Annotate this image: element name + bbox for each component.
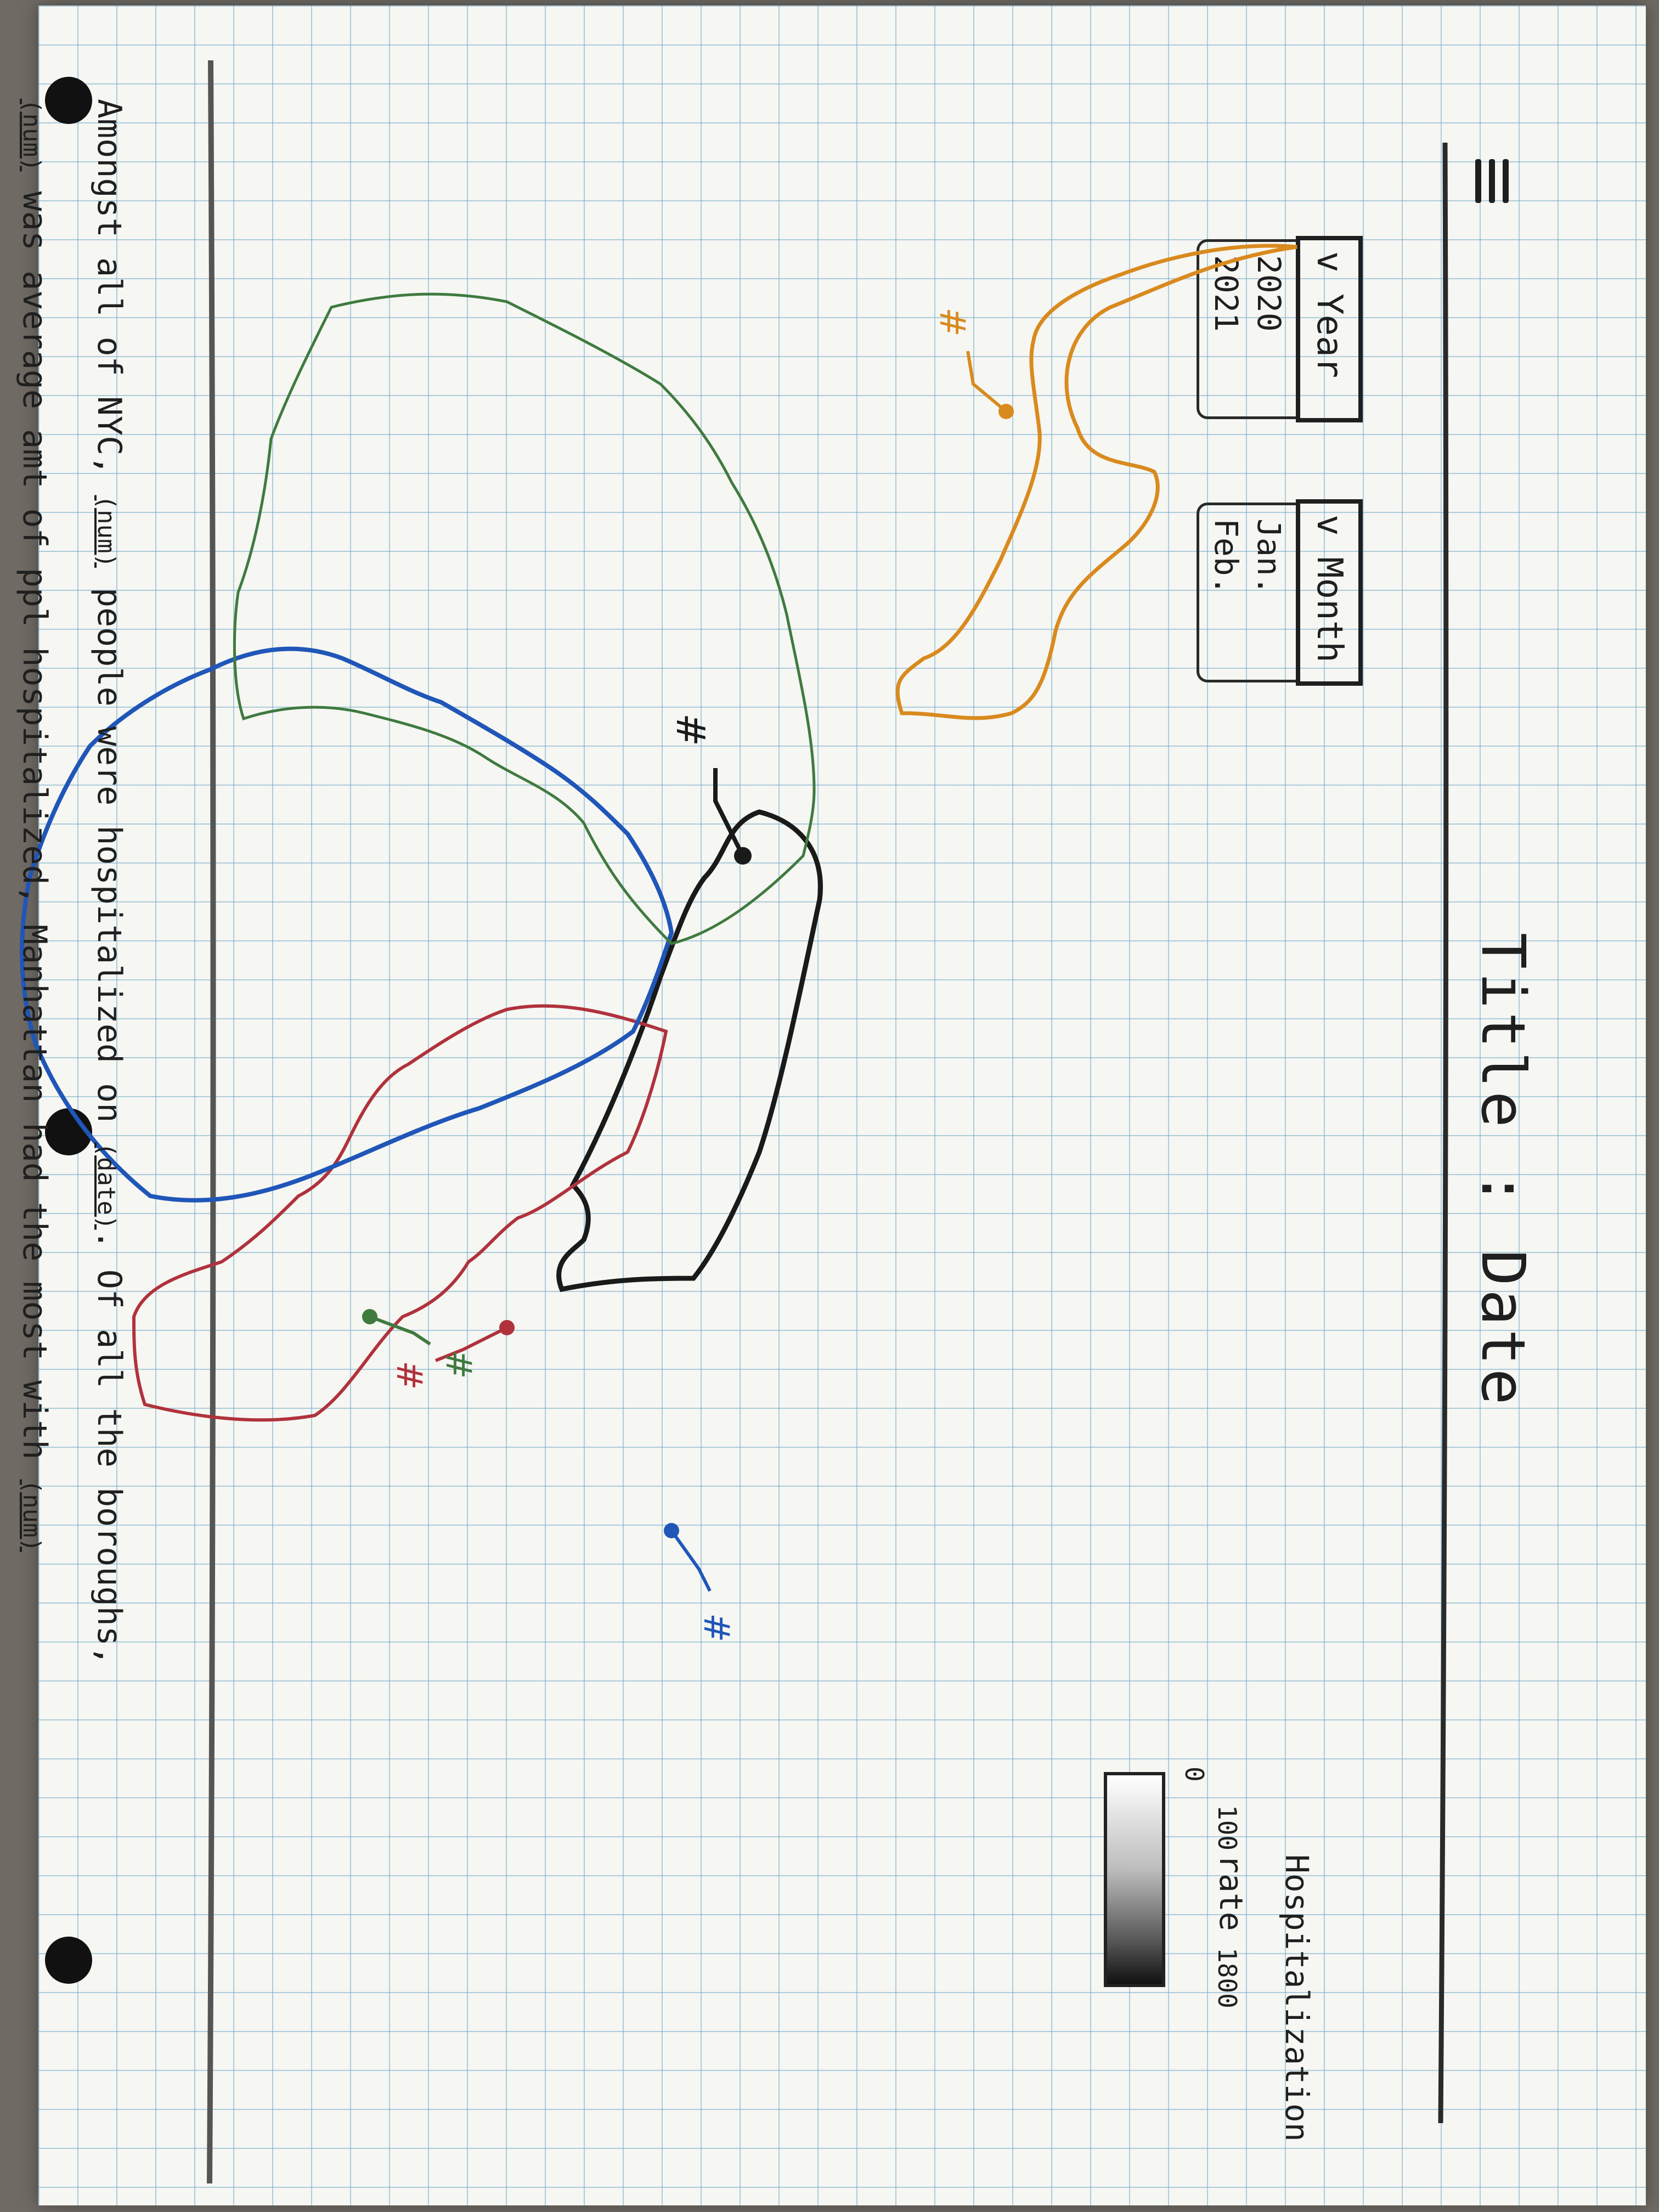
- summary-text-segment: was average amt of ppl hospitalized, Man…: [15, 191, 54, 1460]
- summary-text-segment: . Of all the boroughs,: [90, 1229, 128, 1666]
- marker-brooklyn[interactable]: [362, 1309, 431, 1346]
- marker-label-brooklyn: #: [438, 1350, 478, 1379]
- hospitalization-rate-legend: Hospitalization rate 0 100 1800: [968, 1767, 1352, 2142]
- summary-text-segment: Amongst all of NYC,: [90, 99, 128, 476]
- summary-text-segment: people were hospitalized on: [90, 588, 128, 1123]
- summary-line-1: Amongst all of NYC, (num) people were ho…: [70, 99, 145, 2172]
- marker-label-queens: #: [696, 1613, 736, 1643]
- marker-queens[interactable]: [664, 1523, 712, 1592]
- legend-tick: 1800: [1212, 1948, 1242, 2008]
- footer-divider: [207, 60, 216, 2184]
- summary-blank-num: (num): [18, 1479, 46, 1553]
- binder-hole: [45, 77, 92, 124]
- borough-brooklyn[interactable]: [233, 292, 816, 945]
- summary-blank-num: (num): [92, 495, 120, 568]
- borough-queens[interactable]: [20, 646, 674, 1203]
- binder-hole: [45, 1937, 92, 1984]
- summary-blank-num: (num): [18, 99, 46, 172]
- borough-manhattan[interactable]: [556, 809, 823, 1293]
- marker-label-manhattan: #: [668, 713, 714, 746]
- marker-manhattan[interactable]: [713, 768, 752, 865]
- summary-text: Amongst all of NYC, (num) people were ho…: [0, 99, 145, 2172]
- marker-label-bronx: #: [388, 1361, 429, 1390]
- borough-staten-island[interactable]: [895, 244, 1297, 720]
- legend-color-scale: [1104, 1772, 1165, 1987]
- header-divider: [1438, 142, 1449, 2124]
- graph-paper-sheet: [38, 5, 1646, 2205]
- marker-label-staten-island: #: [932, 307, 972, 337]
- summary-blank-date: (date): [92, 1142, 120, 1230]
- legend-tick: 0: [1180, 1767, 1209, 1782]
- marker-bronx[interactable]: [435, 1320, 515, 1362]
- borough-bronx[interactable]: [132, 1004, 668, 1422]
- summary-line-2: (num) was average amt of ppl hospitalize…: [0, 99, 70, 2172]
- legend-tick: 100: [1212, 1805, 1242, 1851]
- marker-staten-island[interactable]: [966, 351, 1014, 419]
